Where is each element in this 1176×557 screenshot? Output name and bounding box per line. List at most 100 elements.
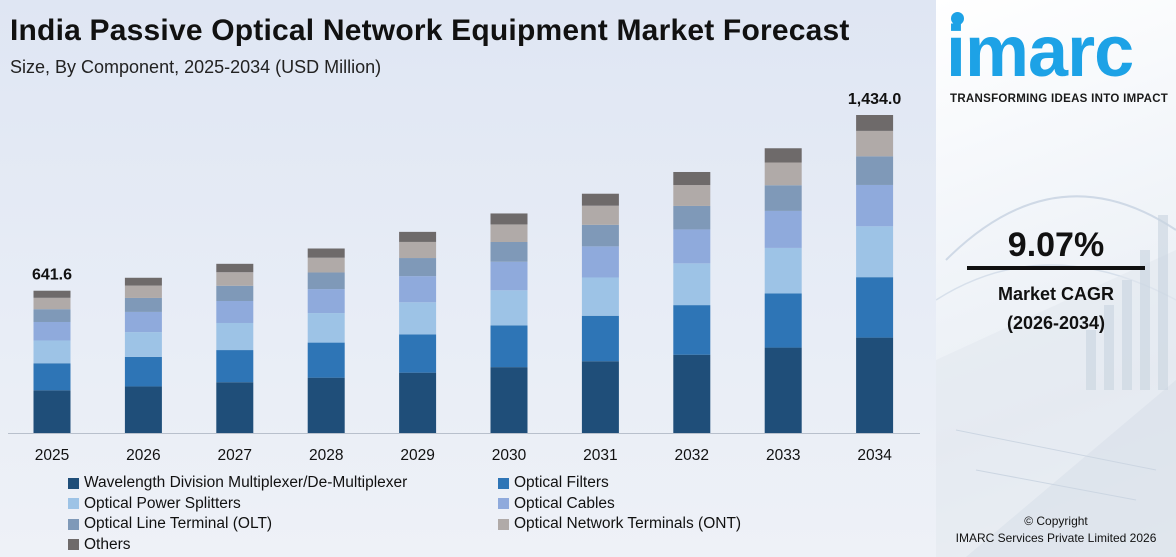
legend-item-4: Optical Line Terminal (OLT) (68, 515, 272, 533)
bar-segment-2034-5 (856, 130, 894, 157)
legend-label-0: Wavelength Division Multiplexer/De-Multi… (84, 474, 408, 491)
legend-item-0: Wavelength Division Multiplexer/De-Multi… (68, 474, 407, 492)
bar-segment-2032-0 (673, 354, 711, 433)
imarc-logo: imarc TRANSFORMING IDEAS INTO IMPACT (946, 6, 1176, 106)
bar-segment-2029-4 (399, 258, 437, 277)
bar-segment-2030-4 (490, 242, 528, 262)
bar-segment-2032-5 (673, 185, 711, 206)
legend-item-2: Optical Power Splitters (68, 495, 241, 513)
bar-segment-2025-0 (33, 390, 71, 433)
bar-segment-2028-3 (307, 289, 345, 314)
bar-segment-2026-4 (124, 297, 162, 312)
bar-segment-2030-2 (490, 290, 528, 326)
bar-segment-2033-4 (764, 185, 802, 211)
cagr-period: (2026-2034) (1006, 313, 1106, 333)
x-tick-label-2026: 2026 (126, 447, 160, 464)
bar-segment-2025-6 (33, 290, 71, 298)
x-tick-label-2025: 2025 (35, 447, 69, 464)
x-tick-label-2030: 2030 (492, 447, 527, 464)
x-tick-label-2031: 2031 (583, 447, 617, 464)
bar-segment-2029-5 (399, 241, 437, 259)
chart-area: India Passive Optical Network Equipment … (0, 0, 936, 557)
bar-segment-2028-0 (307, 377, 345, 433)
bar-segment-2026-6 (124, 277, 162, 286)
bar-segment-2027-5 (216, 272, 254, 286)
legend-label-1: Optical Filters (514, 474, 609, 491)
bar-segment-2032-6 (673, 171, 711, 186)
bar-segment-2031-6 (581, 193, 619, 206)
bar-segment-2028-1 (307, 342, 345, 378)
bar-segment-2027-1 (216, 350, 254, 383)
bar-segment-2026-5 (124, 285, 162, 298)
legend-swatch-1 (498, 477, 509, 489)
bar-segment-2026-1 (124, 356, 162, 387)
legend-item-1: Optical Filters (498, 474, 609, 492)
bar-segment-2026-2 (124, 332, 162, 357)
bar-segment-2030-1 (490, 325, 528, 368)
x-tick-label-2034: 2034 (857, 447, 892, 464)
legend-item-3: Optical Cables (498, 495, 615, 513)
bar-segment-2033-2 (764, 247, 802, 294)
legend-swatch-6 (68, 539, 79, 550)
bar-segment-2029-2 (399, 302, 437, 335)
legend-label-5: Optical Network Terminals (ONT) (514, 515, 742, 532)
bar-segment-2034-0 (856, 337, 894, 433)
bar-segment-2033-1 (764, 293, 802, 348)
bar-segment-2033-0 (764, 347, 802, 433)
legend-item-6: Others (68, 536, 131, 554)
chart-subtitle: Size, By Component, 2025-2034 (USD Milli… (10, 57, 382, 77)
bar-segment-2028-5 (307, 257, 345, 273)
legend-label-2: Optical Power Splitters (84, 494, 241, 512)
legend-swatch-3 (498, 498, 509, 509)
bar-segment-2029-1 (399, 334, 437, 373)
logo-wordmark: imarc (946, 12, 1134, 92)
bar-segment-2030-3 (490, 261, 528, 291)
chart-title: India Passive Optical Network Equipment … (10, 14, 850, 47)
bar-segment-2031-3 (581, 246, 619, 278)
bar-segment-2027-4 (216, 285, 254, 301)
bar-segment-2028-2 (307, 313, 345, 343)
total-label-2034: 1,434.0 (848, 91, 901, 108)
bar-segment-2034-3 (856, 184, 894, 227)
bar-segment-2030-6 (490, 213, 528, 225)
x-tick-label-2032: 2032 (675, 447, 709, 464)
logo-tagline: TRANSFORMING IDEAS INTO IMPACT (950, 93, 1169, 105)
bar-segment-2025-2 (33, 340, 71, 364)
bar-segment-2032-1 (673, 305, 711, 355)
bar-segment-2031-5 (581, 205, 619, 225)
bar-segment-2027-6 (216, 263, 254, 273)
side-panel: imarc TRANSFORMING IDEAS INTO IMPACT 9.0… (936, 0, 1176, 557)
legend-swatch-2 (68, 498, 79, 509)
copyright-line-1: © Copyright (1024, 514, 1088, 528)
background-graphic (936, 195, 1176, 557)
bar-segment-2034-2 (856, 226, 894, 278)
bar-segment-2032-2 (673, 263, 711, 306)
bar-segment-2033-3 (764, 210, 802, 248)
legend-swatch-5 (498, 518, 509, 530)
legend-swatch-4 (68, 518, 79, 530)
bar-segment-2028-6 (307, 248, 345, 258)
bar-segment-2025-1 (33, 363, 71, 391)
x-tick-label-2027: 2027 (218, 447, 252, 464)
bar-segment-2032-3 (673, 229, 711, 264)
bar-segment-2033-6 (764, 148, 802, 163)
legend-label-3: Optical Cables (514, 494, 615, 512)
legend-label-6: Others (84, 535, 131, 553)
bar-segment-2031-1 (581, 315, 619, 362)
bar-segment-2034-6 (856, 115, 894, 131)
bar-segment-2027-3 (216, 300, 254, 323)
bar-segment-2032-4 (673, 205, 711, 230)
logo-dot-icon (951, 12, 964, 25)
bar-segment-2034-1 (856, 277, 894, 338)
bar-segment-2030-0 (490, 367, 528, 433)
bar-segment-2031-2 (581, 277, 619, 316)
cagr-divider (967, 266, 1145, 270)
bar-segment-2029-3 (399, 276, 437, 303)
bar-segment-2029-0 (399, 372, 437, 433)
copyright-line-2: IMARC Services Private Limited 2026 (955, 531, 1157, 545)
x-tick-label-2033: 2033 (766, 447, 800, 464)
bar-segment-2031-0 (581, 361, 619, 433)
legend-item-5: Optical Network Terminals (ONT) (498, 515, 741, 533)
bar-segment-2027-2 (216, 322, 254, 351)
x-tick-label-2028: 2028 (309, 447, 343, 464)
